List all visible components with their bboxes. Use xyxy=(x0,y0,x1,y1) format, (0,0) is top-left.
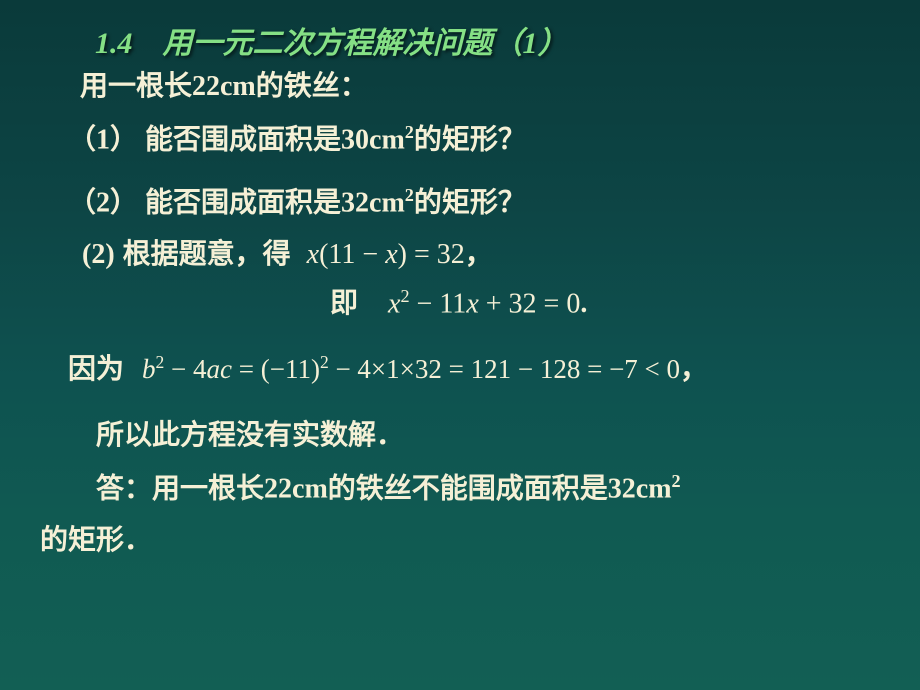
disc-sup2: 2 xyxy=(320,352,329,372)
q1-sup: 2 xyxy=(405,122,414,142)
eq1-x1: x xyxy=(307,239,319,270)
question-2: （2） 能否围成面积是32cm2的矩形？ xyxy=(68,183,880,222)
ji-line: 即 x2 − 11x + 32 = 0 . xyxy=(330,284,880,323)
eq2-rest: + 32 = 0 xyxy=(479,288,581,319)
step-text: 根据题意，得 xyxy=(123,236,291,274)
disc-eq1: = (−11) xyxy=(232,354,320,384)
disc-ac: ac xyxy=(207,354,232,384)
q1-label: （1） xyxy=(68,124,138,155)
ans-label: 答： xyxy=(96,473,152,504)
eq1-x2: x xyxy=(385,239,397,270)
eq1-tail: ， xyxy=(465,236,493,274)
ji-text: 即 xyxy=(330,285,358,323)
because-text: 因为 xyxy=(68,351,124,389)
q1-tail: 的矩形？ xyxy=(414,124,526,155)
equation-1: x(11 − x) = 32 xyxy=(307,236,465,274)
disc-sup1: 2 xyxy=(156,352,165,372)
eq2-x2: x xyxy=(466,288,478,319)
eq2-x1: x xyxy=(388,288,400,319)
slide: 1.4 用一元二次方程解决问题（1） 用一根长22cm的铁丝： （1） 能否围成… xyxy=(0,0,920,579)
disc-b: b xyxy=(142,354,156,384)
slide-title: 1.4 用一元二次方程解决问题（1） xyxy=(95,18,880,62)
q2-sup: 2 xyxy=(405,185,414,205)
equation-2: x2 − 11x + 32 = 0 xyxy=(388,284,580,323)
answer-line-1: 答：用一根长22cm的铁丝不能围成面积是32cm2 xyxy=(96,469,880,508)
eq2-sup1: 2 xyxy=(400,286,409,306)
disc-rest: − 4×1×32 = 121 − 128 = −7 < 0 xyxy=(329,354,680,384)
eq2-m11: − 11 xyxy=(410,288,467,319)
eq1-rest: ) = 32 xyxy=(398,239,465,270)
step-label: (2) xyxy=(82,236,115,274)
intro-line: 用一根长22cm的铁丝： xyxy=(80,68,880,106)
q2-tail: 的矩形？ xyxy=(414,187,526,218)
q2-label: （2） xyxy=(68,187,138,218)
eq2-tail: . xyxy=(580,285,587,323)
q1-text: 能否围成面积是30cm xyxy=(145,124,405,155)
therefore-line: 所以此方程没有实数解． xyxy=(96,417,880,455)
answer-line-2: 的矩形． xyxy=(40,522,880,560)
because-line: 因为 b2 − 4ac = (−11)2 − 4×1×32 = 121 − 12… xyxy=(68,351,880,389)
ans-sup: 2 xyxy=(672,471,681,491)
step-line: (2) 根据题意，得 x(11 − x) = 32 ， xyxy=(82,236,880,274)
question-1: （1） 能否围成面积是30cm2的矩形？ xyxy=(68,120,880,159)
eq1-paren: (11 − xyxy=(319,239,385,270)
disc-tail: ， xyxy=(680,351,708,389)
disc-m4: − 4 xyxy=(164,354,206,384)
ans-text1: 用一根长22cm的铁丝不能围成面积是32cm xyxy=(152,473,672,504)
q2-text: 能否围成面积是32cm xyxy=(145,187,405,218)
discriminant: b2 − 4ac = (−11)2 − 4×1×32 = 121 − 128 =… xyxy=(142,351,680,387)
